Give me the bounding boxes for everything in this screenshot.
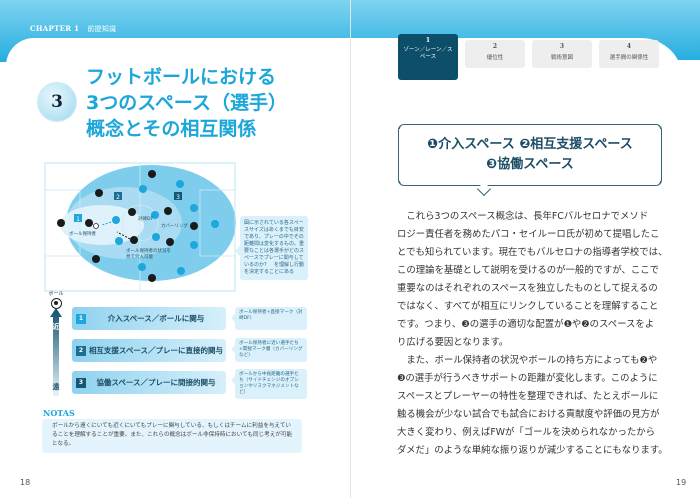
notas-box: ボールから遠くにいても近くにいてもプレーに関与している、もしくはチームに利益を与…	[42, 419, 302, 453]
page-number: 18	[20, 478, 31, 487]
row-number: 3	[76, 377, 86, 388]
row-label: 相互支援スペース／プレーに直接的関与	[88, 346, 224, 355]
team-black-players	[57, 170, 198, 282]
tab-number: 4	[626, 43, 632, 50]
title-line: 概念とその相互関係	[86, 118, 257, 140]
annotation-intervene: ボール保持者の状況を	[126, 247, 171, 254]
annotation-holder: ボール保持者	[69, 230, 96, 237]
body-line: です。つまり、❸の選手の適切な配置が❶や❷のスペースをよ	[397, 319, 655, 330]
callout-line: ❶介入スペース ❷相互支援スペース	[427, 137, 633, 152]
ball-icon	[93, 223, 99, 229]
right-penalty-box	[199, 189, 236, 257]
chapter-label: CHAPTER 1 前提知識	[30, 24, 116, 34]
body-line: これら3つのスペース概念は、長年FCバルセロナでメソド	[397, 211, 649, 222]
tab-number: 2	[492, 43, 498, 50]
body-line: また、ボール保持者の状況やボールの持ち方によっても❷や	[397, 355, 658, 366]
space-row-3: 3 協働スペース／プレーに間接的関与	[72, 371, 226, 394]
row-note: ボールから中長距離の選手たち（サイドチェンジのオプションやリスクマネジメントなど…	[231, 369, 307, 399]
callout-box	[398, 124, 662, 186]
row-number: 1	[76, 313, 86, 324]
distance-arrow	[50, 308, 62, 396]
pitch-diagram: 1 2 3 対峙DF カバーリング ボール保持者 ボール保持者の状況を 見て介入…	[44, 162, 236, 292]
press-arrow	[116, 231, 131, 240]
zone-label: 3	[176, 194, 180, 201]
chapter-title: 前提知識	[87, 25, 117, 33]
near-label: 近	[52, 323, 60, 331]
annotation-intervene: 見て介入可能	[126, 253, 153, 260]
tab-zone-lane-space[interactable]: 1 ゾーン／レーン／スペース	[398, 34, 458, 80]
title-line: フットボールにおける	[86, 66, 277, 88]
center-circle	[121, 204, 159, 242]
left-penalty-box	[44, 189, 81, 257]
tab-player-relations[interactable]: 4 選手間の関係性	[599, 40, 659, 68]
diagram-side-note: 図に示されている各スペースサイズはあくまでも目安であり、プレーの中でその距離間は…	[235, 216, 308, 280]
space-row-1: 1 介入スペース／ボールに関与	[72, 307, 226, 330]
callout-line: ❸協働スペース	[486, 157, 574, 172]
annotation-covering: カバーリング	[161, 222, 188, 229]
body-line: 大きく変わり、例えばFWが「ゴールを決められなかったから	[397, 427, 656, 438]
row-note: ボール保持者に近い選手たち+間接マーク層（カバーリングなど）	[231, 338, 307, 362]
zone-label: 1	[76, 216, 80, 223]
row-label: 介入スペース／ボールに関与	[107, 314, 205, 323]
row-note: ボール保持者+直接マーク（対峙DF）	[231, 307, 307, 330]
body-line: ロジー責任者を務めたパコ・セイルーロ氏が初めて提唱したこ	[397, 229, 660, 240]
scale-ball: ボール	[46, 290, 66, 309]
body-line: ダメだ」のような単純な振り返りが減少することにもなります。	[397, 445, 668, 456]
page-title: フットボールにおける 3つのスペース（選手） 概念とその相互関係	[86, 64, 287, 142]
tab-label: 優位性	[486, 55, 504, 61]
body-line: り広げる要因となります。	[397, 337, 509, 348]
tab-number: 1	[425, 37, 431, 44]
body-line: とでも知られています。現在でもバルセロナの指導者学校では、	[397, 247, 668, 258]
zone-2-label-box	[114, 192, 122, 200]
body-text: これら3つのスペース概念は、長年FCバルセロナでメソド ロジー責任者を務めたパコ・…	[397, 208, 668, 460]
row-label: 協働スペース／プレーに間接的関与	[96, 378, 216, 387]
annotation-opp-df: 対峙DF	[138, 215, 153, 222]
title-line: 3つのスペース（選手）	[86, 92, 287, 114]
body-line: 触る機会が少ない試合でも試合における貢献度や評価の見方が	[397, 409, 660, 420]
far-label: 遠	[52, 383, 60, 391]
tab-label: ゾーン／レーン／スペース	[403, 47, 453, 60]
notas-heading: NOTAS	[43, 408, 75, 418]
pass-arrow	[101, 221, 112, 226]
body-line: ではなく、すべてが相互にリンクしていることを理解すること	[397, 301, 659, 312]
body-line: ❸の選手が行うべきサポートの距離が変化します。このように	[397, 373, 658, 384]
zone-label: 2	[116, 194, 120, 201]
tab-tactical-intent[interactable]: 3 戦術意図	[532, 40, 592, 68]
space-row-2: 2 相互支援スペース／プレーに直接的関与	[72, 339, 226, 362]
body-line: スペースとプレーヤーの特性を整理できれば、たとえボールに	[397, 391, 659, 402]
page-number: 19	[676, 478, 687, 487]
left-page: CHAPTER 1 前提知識 3 フットボールにおける 3つのスペース（選手） 概…	[0, 0, 350, 487]
team-blue-players	[112, 180, 219, 275]
section-number-badge: 3	[38, 83, 76, 121]
right-page: 1 ゾーン／レーン／スペース 2 優位性 3 戦術意図 4 選手間の関係性 ❶介入スペー…	[350, 0, 700, 498]
ball-label: ボール	[48, 291, 64, 297]
tab-number: 3	[559, 43, 565, 50]
callout-text: ❶介入スペース ❷相互支援スペース ❸協働スペース	[398, 135, 662, 175]
chapter-number: CHAPTER 1	[30, 24, 80, 33]
tab-label: 選手間の関係性	[609, 55, 649, 61]
body-line: この理論を基礎として説明を受けるのが一般的ですが、ここで	[397, 265, 660, 276]
tab-label: 戦術意図	[550, 55, 573, 61]
zone-1-label-box	[74, 214, 82, 222]
body-line: 重要なのはそれぞれのスペースを独立したものとして捉えるの	[397, 283, 658, 294]
row-number: 2	[76, 345, 86, 356]
zone-3-label-box	[174, 192, 182, 200]
tab-superiority[interactable]: 2 優位性	[465, 40, 525, 68]
